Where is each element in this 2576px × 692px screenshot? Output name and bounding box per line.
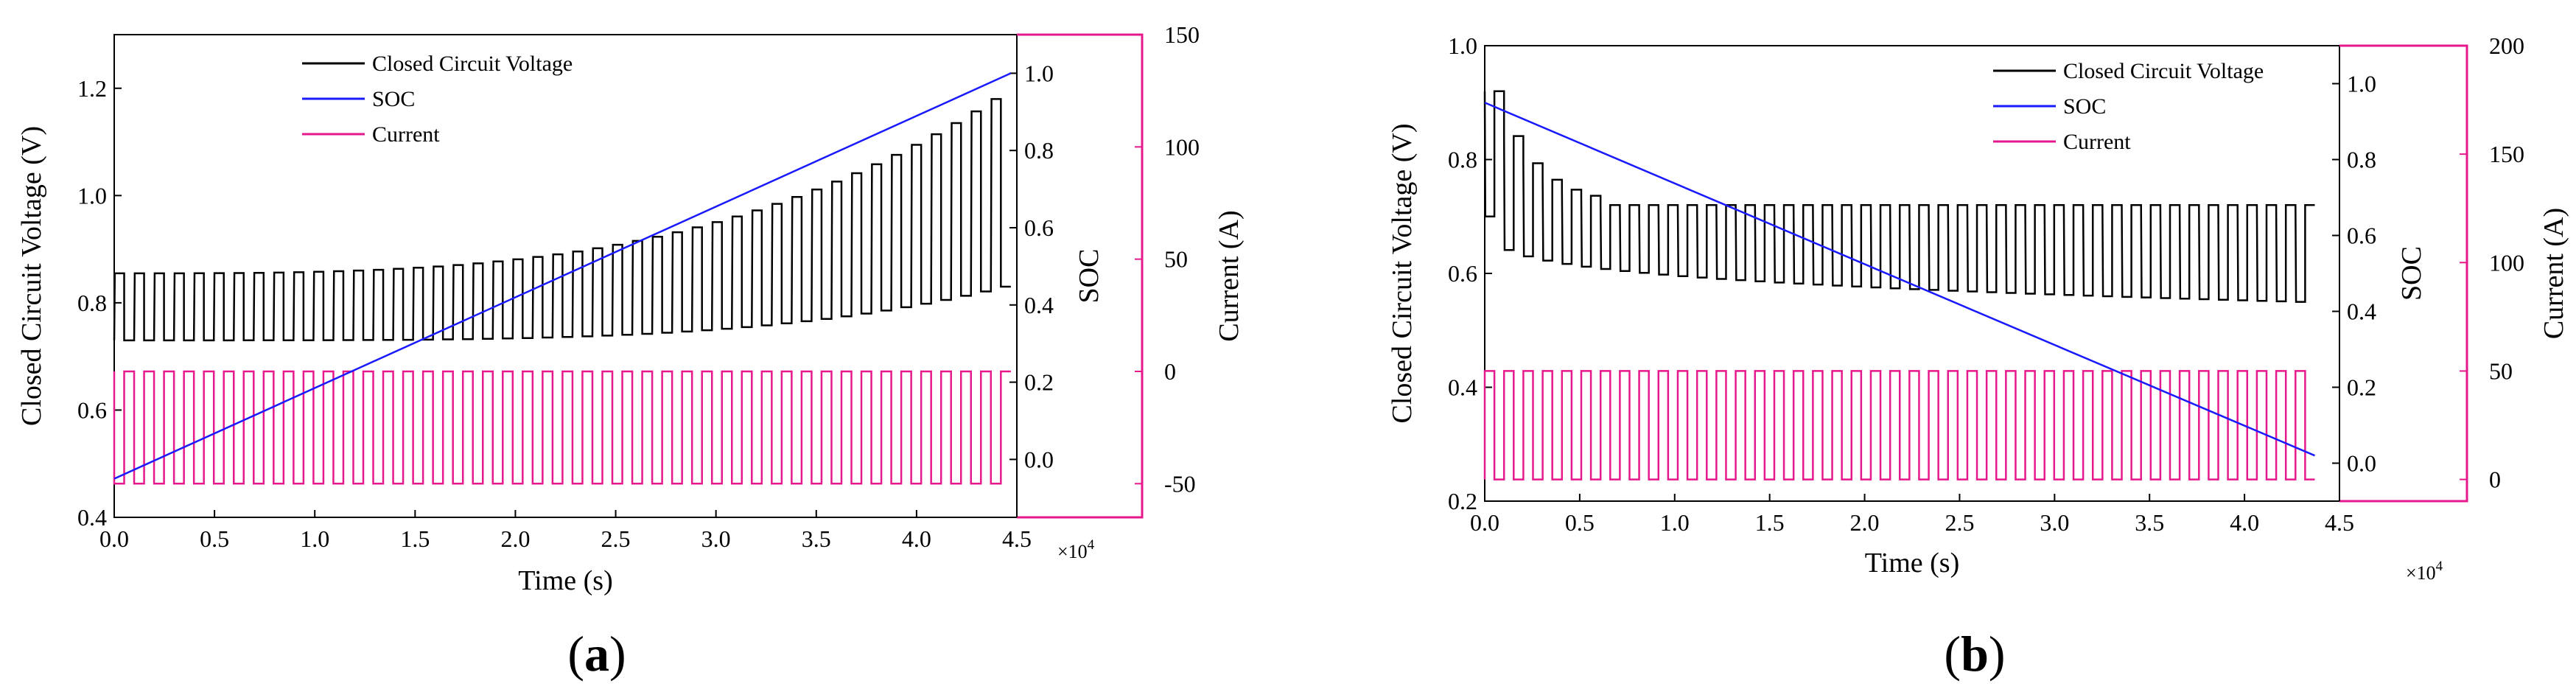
x-tick-label: 0.0 [99,525,129,552]
x-tick-label: 3.5 [802,525,831,552]
x-tick-label: 0.0 [1470,509,1499,536]
x-tick-label: 2.5 [1945,509,1974,536]
legend-label: Current [372,122,440,147]
soc-tick-label: 1.0 [1024,60,1054,86]
soc-tick-label: 0.0 [2347,450,2376,477]
legend-label: SOC [372,87,415,111]
left-y-tick-label: 0.6 [77,396,107,423]
left-y-tick-label: 0.6 [1448,260,1477,287]
current-tick-label: 100 [1164,133,1200,160]
soc-tick-label: 0.2 [1024,369,1054,396]
soc-axis-label: SOC [1074,249,1105,304]
chart-panel-b: 0.0 0.5 1.0 1.5 2.0 2.5 3.0 3.5 4.0 4.5 ×104 Time (… [1387,32,2569,682]
current-axis-frame [1017,33,1144,519]
left-y-tick-label: 0.2 [1448,488,1477,514]
x-multiplier: ×104 [1057,537,1095,562]
legend-label: Current [2063,130,2131,154]
x-tick-label: 3.0 [2040,509,2069,536]
soc-tick-label: 0.0 [1024,446,1054,472]
x-tick-label: 4.0 [902,525,931,552]
current-tick-label: 50 [1164,246,1188,273]
current-series-line [113,370,1011,485]
x-tick-label: 1.5 [400,525,430,552]
current-tick-label: 150 [2489,141,2524,167]
x-tick-label: 1.0 [300,525,329,552]
current-axis-label: Current (A) [2538,208,2569,339]
x-axis-label: Time (s) [1865,548,1959,579]
soc-tick-label: 0.2 [2347,374,2376,401]
soc-series-line [1484,102,2315,457]
soc-tick-label: 0.4 [2347,298,2376,325]
panel-label-letter: a [584,626,609,682]
panel-label-open: ( [567,626,584,682]
current-tick-label: 50 [2489,357,2513,384]
x-tick-label: 1.0 [1660,509,1690,536]
x-tick-label: 2.0 [1850,509,1880,536]
current-axis-label: Current (A) [1214,210,1245,341]
current-series-line [1483,370,2315,480]
panel-label-open: ( [1944,626,1961,682]
x-tick-label: 3.0 [701,525,731,552]
x-tick-label: 0.5 [1565,509,1595,536]
x-multiplier-exponent: 4 [1088,537,1095,553]
soc-tick-label: 1.0 [2347,71,2376,97]
left-y-tick-label: 0.8 [77,290,107,316]
soc-tick-label: 0.6 [1024,214,1054,241]
left-y-axis-label: Closed Circuit Voltage (V) [1387,123,1418,423]
panel-label: (a) [567,626,626,682]
soc-tick-label: 0.4 [1024,292,1054,318]
x-tick-label: 2.5 [601,525,631,552]
left-y-tick-label: 0.4 [77,504,107,531]
legend-label: Closed Circuit Voltage [372,52,573,76]
x-axis-label: Time (s) [518,565,612,596]
left-y-tick-label: 1.2 [77,75,107,102]
current-tick-label: 150 [1164,21,1200,48]
x-tick-label: 0.5 [200,525,229,552]
x-tick-label: 1.5 [1755,509,1785,536]
current-tick-label: 0 [1164,358,1176,385]
left-y-tick-label: 1.0 [77,182,107,209]
panel-label-close: ) [609,626,626,682]
voltage-series-line [1483,90,2315,303]
left-y-tick-label: 1.0 [1448,32,1477,59]
voltage-series-line [113,98,1011,342]
x-multiplier: ×104 [2406,559,2443,584]
soc-tick-label: 0.8 [1024,137,1054,164]
left-y-axis-label: Closed Circuit Voltage (V) [16,126,47,426]
soc-tick-label: 0.6 [2347,223,2376,249]
left-y-tick-label: 0.4 [1448,374,1477,401]
x-tick-label: 2.0 [500,525,530,552]
x-tick-label: 4.5 [2325,509,2354,536]
current-tick-label: -50 [1164,470,1196,497]
legend-label: SOC [2063,94,2106,119]
chart-panel-a: 0.0 0.5 1.0 1.5 2.0 2.5 3.0 3.5 4.0 4.5 ×104 Time (… [16,21,1245,682]
soc-series-line [113,72,1012,480]
left-y-tick-label: 0.8 [1448,147,1477,173]
panel-label-letter: b [1961,626,1989,682]
current-tick-label: 100 [2489,249,2524,276]
current-axis-frame [2339,44,2468,503]
legend-label: Closed Circuit Voltage [2063,59,2264,83]
soc-tick-label: 0.8 [2347,147,2376,173]
panel-label-close: ) [1989,626,2006,682]
x-tick-label: 4.5 [1002,525,1032,552]
soc-axis-label: SOC [2396,246,2427,301]
panel-label: (b) [1944,626,2005,682]
current-tick-label: 200 [2489,32,2524,59]
x-multiplier-exponent: 4 [2436,559,2443,574]
x-tick-label: 3.5 [2135,509,2164,536]
current-tick-label: 0 [2489,466,2501,493]
x-tick-label: 4.0 [2230,509,2259,536]
plot-frame [1484,45,2340,502]
